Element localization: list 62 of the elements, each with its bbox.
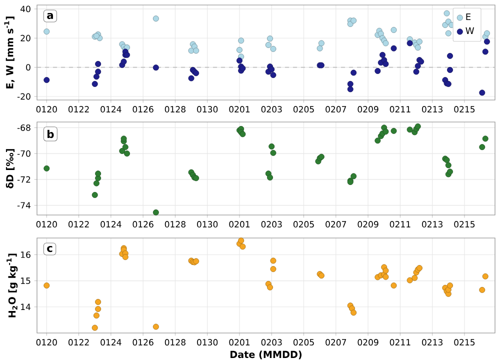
annotation: c [47, 246, 52, 252]
annotation: a [47, 12, 53, 20]
y-tick-label: 14 [21, 304, 30, 310]
x-tick-label: 0207 [326, 106, 346, 112]
x-tick-label: 0203 [261, 106, 282, 112]
x-tick-label: 0201 [229, 339, 250, 346]
y-tick-label: -20 [17, 93, 30, 100]
x-tick-label: 0130 [197, 339, 218, 346]
x-tick-label: 0122 [68, 339, 89, 346]
x-tick-label: 0211 [390, 106, 410, 112]
x-tick-label: 0126 [132, 339, 154, 346]
y-tick-label: 40 [20, 6, 30, 12]
x-tick-label: 0203 [261, 221, 282, 228]
x-axis-title: Date (MMDD) [230, 350, 302, 360]
x-tick-label: 0201 [229, 106, 250, 112]
x-tick-label: 0211 [390, 339, 410, 346]
annotation: b [48, 130, 54, 138]
x-tick-label: 0130 [197, 106, 218, 112]
x-tick-label: 0124 [100, 339, 122, 346]
x-tick-label: 0205 [293, 221, 314, 228]
x-tick-label: 0130 [197, 221, 218, 228]
x-tick-label: 0126 [132, 106, 154, 112]
x-tick-label: 0120 [36, 221, 57, 228]
x-tick-label: 0215 [454, 339, 475, 346]
legend-label: W [466, 27, 474, 34]
x-tick-label: 0120 [36, 106, 57, 112]
y-tick-label: -72 [17, 176, 30, 183]
x-tick-label: 0209 [358, 106, 378, 112]
x-tick-label: 0209 [358, 221, 378, 228]
x-tick-label: 0120 [36, 339, 57, 346]
y-axis-title: H$_{2}$O [g kg$^{-1}$] [6, 254, 18, 318]
legend-label: E [466, 13, 471, 20]
x-tick-label: 0205 [293, 106, 314, 112]
y-tick-label: 0 [26, 64, 30, 71]
x-tick-label: 0201 [229, 221, 250, 228]
x-tick-label: 0122 [68, 106, 89, 112]
x-tick-label: 0203 [261, 339, 282, 346]
y-tick-label: 20 [20, 34, 30, 42]
x-tick-label: 0207 [326, 339, 346, 346]
x-tick-label: 0215 [454, 106, 475, 112]
x-tick-label: 0213 [422, 339, 442, 346]
x-tick-label: 0205 [293, 339, 314, 346]
x-tick-label: 0211 [390, 221, 410, 228]
x-tick-label: 0124 [100, 221, 122, 228]
x-tick-label: 0128 [164, 221, 186, 228]
x-tick-label: 0124 [100, 106, 122, 112]
x-tick-label: 0122 [68, 221, 89, 228]
y-tick-label: -74 [17, 202, 30, 208]
x-tick-label: 0215 [454, 221, 475, 228]
y-tick-label: -68 [17, 124, 30, 131]
y-axis-title: δD [‰] [6, 149, 15, 188]
y-tick-label: 15 [21, 278, 30, 284]
x-tick-label: 0128 [164, 339, 186, 346]
y-axis-title: E, W [mm s$^{-1}$] [4, 16, 15, 88]
x-tick-label: 0213 [422, 221, 442, 228]
y-tick-label: 16 [21, 251, 30, 258]
x-tick-label: 0213 [422, 106, 442, 112]
x-tick-label: 0209 [358, 339, 378, 346]
y-tick-label: -70 [17, 150, 30, 157]
x-tick-label: 0126 [132, 221, 154, 228]
x-tick-label: 0207 [326, 221, 346, 228]
x-tick-label: 0128 [164, 106, 186, 112]
